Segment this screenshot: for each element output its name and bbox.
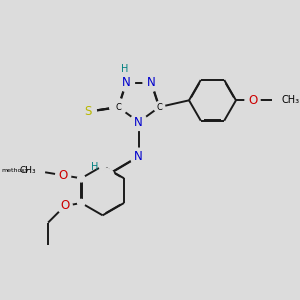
- Text: S: S: [84, 105, 92, 118]
- Text: CH₃: CH₃: [20, 166, 36, 175]
- Text: N: N: [122, 76, 130, 89]
- Circle shape: [100, 169, 114, 182]
- Circle shape: [99, 162, 106, 169]
- Circle shape: [56, 168, 71, 183]
- Text: C: C: [156, 103, 162, 112]
- Text: H: H: [121, 64, 128, 74]
- Circle shape: [118, 74, 134, 91]
- Text: methoxy: methoxy: [1, 168, 28, 173]
- Text: N: N: [134, 150, 143, 163]
- Text: N: N: [134, 116, 143, 128]
- Circle shape: [78, 175, 85, 182]
- Text: O: O: [248, 94, 257, 107]
- Circle shape: [57, 199, 72, 214]
- Circle shape: [154, 102, 165, 112]
- Circle shape: [143, 74, 160, 91]
- Circle shape: [245, 93, 260, 108]
- Circle shape: [78, 200, 85, 207]
- Text: N: N: [147, 76, 156, 89]
- Text: C: C: [115, 103, 121, 112]
- Text: H: H: [91, 162, 98, 172]
- Circle shape: [80, 103, 97, 120]
- Text: CH₃: CH₃: [281, 95, 299, 105]
- Text: O: O: [60, 200, 69, 212]
- Text: O: O: [58, 169, 68, 182]
- Circle shape: [130, 114, 147, 130]
- Circle shape: [130, 148, 147, 165]
- Circle shape: [110, 99, 127, 116]
